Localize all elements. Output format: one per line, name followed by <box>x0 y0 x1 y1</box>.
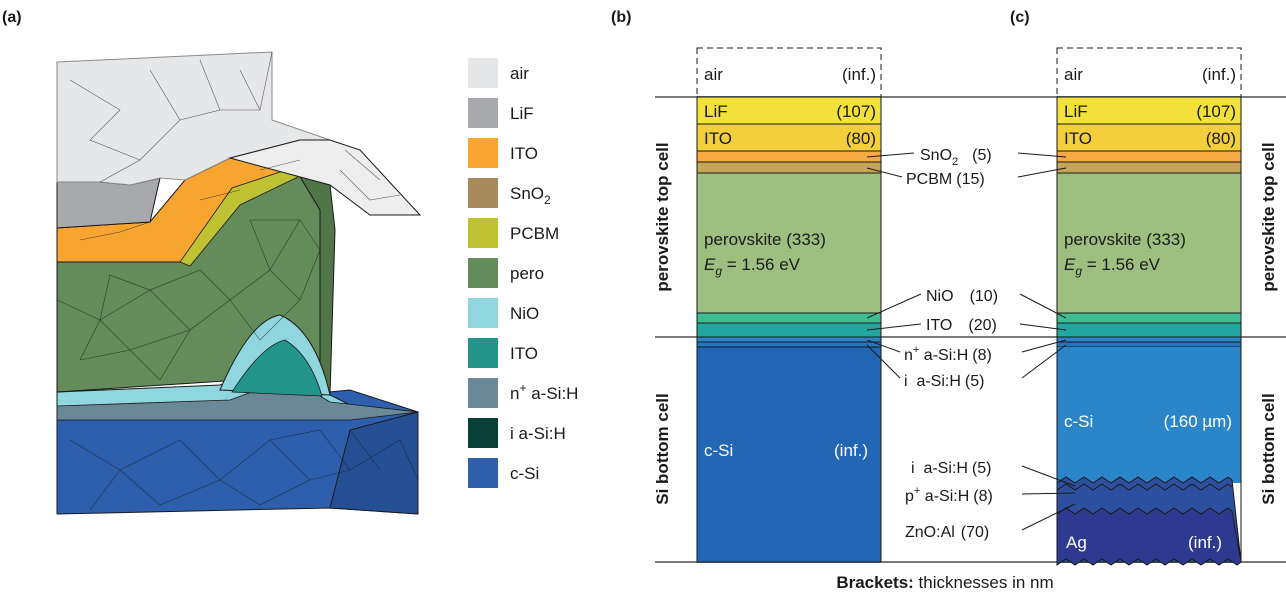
stack-c-sno2 <box>1056 150 1242 163</box>
stack-b: air (inf.) LiF (107) ITO (80) perovskite… <box>696 47 882 563</box>
stack-c-air-thickness: (inf.) <box>1202 65 1236 84</box>
panel-label-a: (a) <box>2 9 22 26</box>
side-label-top-right: perovskite top cell <box>1259 142 1278 291</box>
legend-swatch-ito-rear <box>468 338 498 368</box>
legend-swatch-csi <box>468 458 498 488</box>
stack-c-ito-thickness: (80) <box>1206 129 1236 148</box>
legend-label-csi: c-Si <box>510 464 539 483</box>
stack-c-i-asi <box>1056 341 1242 348</box>
side-label-bottom-right: Si bottom cell <box>1259 393 1278 504</box>
legend-label-ito-rear: ITO <box>510 344 538 363</box>
legend-label-air: air <box>510 64 529 83</box>
legend-label-lif: LiF <box>510 104 534 123</box>
legend-swatch-ito <box>468 138 498 168</box>
stack-b-lif <box>696 96 882 125</box>
stack-c-ag-thickness: (inf.) <box>1188 533 1222 552</box>
stack-b-perovskite-label: perovskite (333) <box>704 230 826 249</box>
stack-c-pcbm <box>1056 161 1242 174</box>
stack-c-ito-label: ITO <box>1064 129 1092 148</box>
mesh-3d-illustration <box>56 51 422 515</box>
stack-b-n-asi <box>696 336 882 343</box>
stack-c-ito <box>1056 123 1242 152</box>
stack-b-ito-thickness: (80) <box>846 129 876 148</box>
stack-b-lif-thickness: (107) <box>836 102 876 121</box>
legend-label-sno2: SnO2 <box>510 184 551 207</box>
stack-b-ito-rear <box>696 322 882 338</box>
legend-label-ito: ITO <box>510 144 538 163</box>
annotation-pcbm: PCBM (15) <box>906 171 985 188</box>
annotation-nio: NiO (10) <box>926 288 998 305</box>
stack-b-csi <box>696 346 882 563</box>
legend: air LiF ITO SnO2 PCBM pero NiO ITO n+ a-… <box>468 58 578 488</box>
stack-b-nio <box>696 312 882 324</box>
stack-c-lif <box>1056 96 1242 125</box>
panel-label-b: (b) <box>611 9 631 26</box>
stack-b-csi-label: c-Si <box>704 441 733 460</box>
stack-c-csi-thickness: (160 µm) <box>1164 412 1232 431</box>
legend-label-n-asi: n+ a-Si:H <box>510 381 578 403</box>
stack-c-air-label: air <box>1064 65 1083 84</box>
stack-b-air-thickness: (inf.) <box>842 65 876 84</box>
annotation-sno2: SnO2 (5) <box>920 147 992 168</box>
stack-c-csi-label: c-Si <box>1064 412 1093 431</box>
stack-c: air (inf.) LiF (107) ITO (80) perovskite… <box>1056 47 1242 566</box>
stack-b-csi-thickness: (inf.) <box>834 441 868 460</box>
legend-label-pero: pero <box>510 264 544 283</box>
stack-c-ag <box>1056 507 1242 566</box>
stack-c-csi <box>1057 347 1241 483</box>
legend-swatch-sno2 <box>468 178 498 208</box>
legend-swatch-air <box>468 58 498 88</box>
side-label-bottom-left: Si bottom cell <box>653 393 672 504</box>
stack-b-sno2 <box>696 150 882 163</box>
stack-c-perovskite-label: perovskite (333) <box>1064 230 1186 249</box>
stack-c-nio <box>1056 312 1242 324</box>
stack-c-lif-label: LiF <box>1064 102 1088 121</box>
legend-swatch-pero <box>468 258 498 288</box>
annotation-i-asi-rear: i a-Si:H (5) <box>911 460 991 477</box>
caption: Brackets: thicknesses in nm <box>836 573 1053 592</box>
legend-label-nio: NiO <box>510 304 539 323</box>
legend-swatch-nio <box>468 298 498 328</box>
thin-layer-annotations: SnO2 (5) PCBM (15) NiO (10) ITO (20) n+ a-Si… <box>866 147 1076 541</box>
panel-label-c: (c) <box>1010 9 1030 26</box>
annotation-ito: ITO (20) <box>926 317 997 334</box>
legend-swatch-i-asi <box>468 418 498 448</box>
stack-c-bandgap: Eg = 1.56 eV <box>1064 255 1161 278</box>
legend-label-i-asi: i a-Si:H <box>510 424 566 443</box>
legend-swatch-pcbm <box>468 218 498 248</box>
stack-c-ito-rear <box>1056 322 1242 338</box>
stack-c-ag-label: Ag <box>1066 533 1087 552</box>
side-label-top-left: perovskite top cell <box>653 142 672 291</box>
legend-swatch-n-asi <box>468 378 498 408</box>
legend-swatch-lif <box>468 98 498 128</box>
stack-b-pcbm <box>696 161 882 174</box>
stack-b-lif-label: LiF <box>704 102 728 121</box>
annotation-zno: ZnO:Al (70) <box>905 524 989 541</box>
stack-b-air-label: air <box>704 65 723 84</box>
annotation-n-asi: n+ a-Si:H (8) <box>904 344 992 364</box>
annotation-p-asi: p+ a-Si:H (8) <box>905 485 993 505</box>
stack-b-bandgap: Eg = 1.56 eV <box>704 255 801 278</box>
stack-c-lif-thickness: (107) <box>1196 102 1236 121</box>
stack-b-ito-label: ITO <box>704 129 732 148</box>
stack-b-i-asi <box>696 341 882 348</box>
stack-c-perovskite <box>1056 172 1242 314</box>
legend-label-pcbm: PCBM <box>510 224 559 243</box>
stack-c-n-asi <box>1056 336 1242 343</box>
annotation-i-asi: i a-Si:H (5) <box>904 373 984 390</box>
